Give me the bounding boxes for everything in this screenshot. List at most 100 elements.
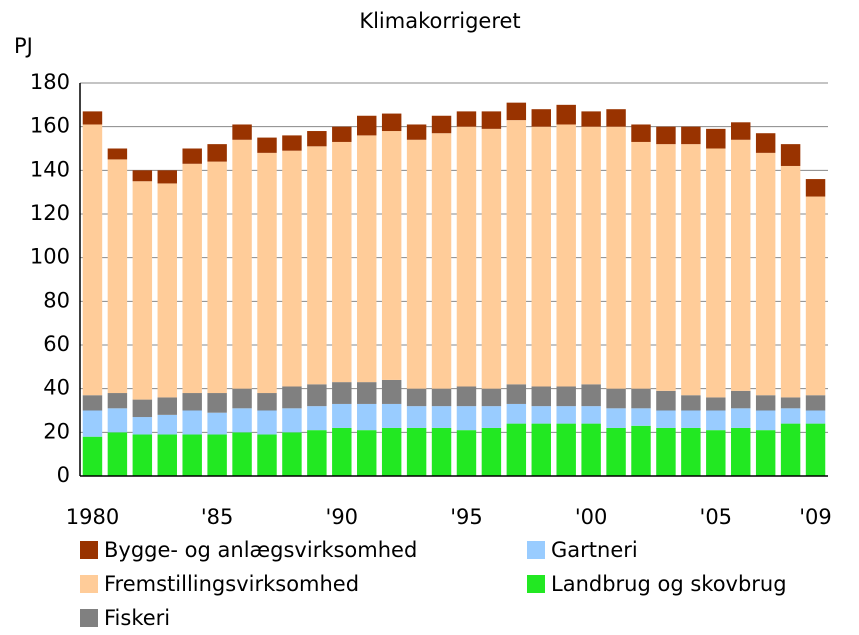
bar-segment	[805, 410, 826, 424]
bar-segment	[406, 427, 427, 476]
bar-segment	[282, 408, 302, 433]
bar-segment	[556, 423, 576, 476]
bar-segment	[556, 124, 576, 387]
bar-segment	[107, 148, 128, 160]
bar-segment	[381, 131, 402, 380]
legend-swatch	[80, 541, 98, 559]
bar-segment	[357, 382, 377, 404]
bar-segment	[157, 170, 177, 184]
bar-segment	[731, 408, 751, 428]
bar-segment	[332, 382, 352, 404]
bar-segment	[506, 403, 527, 424]
bar-segment	[381, 113, 402, 132]
bar-segment	[307, 406, 327, 431]
legend-label: Fremstillingsvirksomhed	[104, 572, 359, 596]
bar-segment	[132, 170, 153, 182]
bar-segment	[381, 379, 402, 404]
bar-segment	[307, 430, 327, 476]
bar-segment	[307, 384, 327, 407]
bar-segment	[506, 102, 527, 121]
bar-segment	[456, 111, 477, 127]
legend-label: Bygge- og anlægsvirksomhed	[104, 538, 417, 562]
bar-segment	[556, 104, 576, 125]
bar-segment	[706, 410, 726, 431]
bar-segment	[406, 139, 427, 389]
bar-segment	[481, 427, 502, 476]
bar-segment	[780, 408, 801, 424]
bar-segment	[406, 124, 427, 140]
bar-segment	[107, 408, 128, 433]
bar-segment	[631, 141, 651, 389]
bar-segment	[207, 412, 227, 435]
bar-segment	[257, 137, 277, 153]
legend-swatch	[527, 575, 545, 593]
bar-segment	[681, 144, 701, 396]
bar-segment	[257, 393, 277, 411]
y-tick-label: 100	[30, 245, 70, 269]
bar-segment	[257, 152, 277, 394]
bar-segment	[282, 150, 302, 387]
bar-segment	[232, 139, 252, 389]
bar-segment	[182, 163, 202, 394]
bar-segment	[357, 135, 377, 383]
bar-segment	[556, 406, 576, 424]
bar-segment	[406, 388, 427, 407]
y-tick-label: 180	[30, 70, 70, 94]
bar-segment	[157, 183, 177, 398]
bar-segment	[107, 159, 128, 394]
bar-segment	[755, 410, 776, 431]
bar-segment	[681, 427, 701, 476]
bar-segment	[182, 148, 202, 164]
legend-swatch	[527, 541, 545, 559]
bar-segment	[731, 139, 751, 391]
bar-segment	[456, 430, 477, 476]
bar-segment	[232, 408, 252, 433]
x-tick-label: '90	[326, 505, 359, 529]
bar-segment	[257, 434, 277, 476]
bar-segment	[406, 406, 427, 428]
bar-segment	[531, 126, 551, 387]
x-tick-label: '05	[700, 505, 733, 529]
bar-segment	[805, 179, 826, 197]
bar-segment	[82, 395, 103, 411]
bar-segment	[232, 388, 252, 409]
bar-segment	[456, 386, 477, 407]
bar-segment	[357, 403, 377, 431]
bar-segment	[456, 406, 477, 431]
x-tick-label: '95	[450, 505, 483, 529]
bar-segment	[506, 423, 527, 476]
bar-segment	[82, 124, 103, 396]
y-tick-label: 140	[30, 157, 70, 181]
bar-segment	[431, 427, 452, 476]
bar-segment	[681, 126, 701, 145]
bar-segment	[307, 131, 327, 147]
bar-segment	[182, 434, 202, 476]
bar-segment	[431, 133, 452, 389]
bar-segment	[357, 115, 377, 136]
y-tick-label: 60	[43, 332, 70, 356]
bar-segment	[431, 115, 452, 134]
legend-label: Fiskeri	[104, 606, 170, 630]
bar-segment	[681, 410, 701, 428]
bar-segment	[531, 423, 551, 476]
bar-segment	[257, 410, 277, 435]
bar-segment	[780, 165, 801, 398]
bar-segment	[531, 386, 551, 407]
bar-segment	[82, 111, 103, 125]
bar-segment	[481, 111, 502, 129]
legend-swatch	[80, 575, 98, 593]
bar-segment	[581, 423, 601, 476]
bar-segment	[82, 410, 103, 437]
bar-segment	[780, 423, 801, 476]
bar-segment	[606, 388, 626, 409]
bar-segment	[805, 395, 826, 411]
bar-segment	[506, 120, 527, 385]
bar-segment	[282, 386, 302, 409]
bar-segment	[731, 390, 751, 409]
bar-segment	[157, 434, 177, 476]
bar-segment	[731, 122, 751, 140]
bar-segment	[606, 126, 626, 389]
bar-segment	[805, 196, 826, 396]
bar-segment	[656, 126, 676, 145]
bar-segment	[805, 423, 826, 476]
